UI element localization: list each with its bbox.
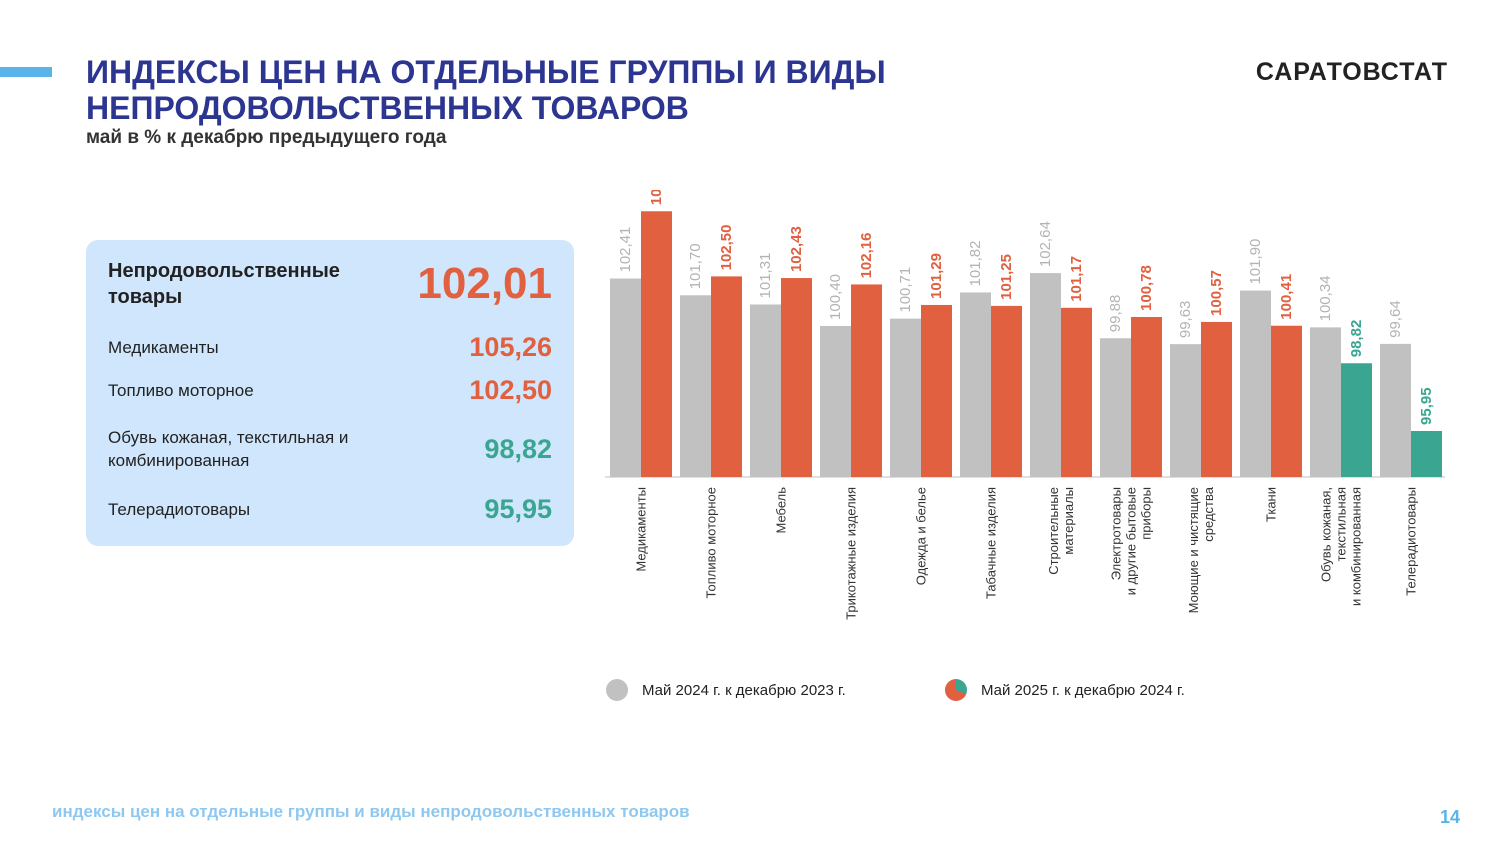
data-label-2025: 95,95 bbox=[1418, 387, 1435, 425]
bar-2024 bbox=[1100, 338, 1131, 477]
data-label-2025: 101,29 bbox=[928, 253, 945, 299]
data-label-2025: 102,50 bbox=[718, 225, 735, 271]
bar-2025 bbox=[1131, 316, 1162, 477]
category-label: Трикотажные изделия bbox=[844, 487, 859, 620]
data-label-2025: 101,25 bbox=[998, 254, 1015, 300]
data-label-2025: 101,17 bbox=[1068, 256, 1085, 302]
data-label-2024: 101,90 bbox=[1247, 239, 1264, 285]
bar-2025 bbox=[1411, 430, 1442, 477]
category-label: Моющие и чистящиесредства bbox=[1186, 486, 1216, 613]
category-label: Обувь кожаная,текстильнаяи комбинированн… bbox=[1319, 487, 1364, 606]
data-label-2024: 100,34 bbox=[1317, 275, 1334, 321]
bar-2025 bbox=[1201, 321, 1232, 477]
bar-2025 bbox=[711, 276, 742, 477]
category-label: Строительныематериалы bbox=[1046, 487, 1076, 575]
category-label: Ткани bbox=[1264, 487, 1279, 522]
data-label-2025: 105,26 bbox=[648, 190, 665, 205]
data-label-2024: 100,40 bbox=[827, 274, 844, 320]
legend-swatch-red-green bbox=[945, 679, 967, 701]
category-label: Табачные изделия bbox=[984, 487, 999, 599]
bar-2025 bbox=[851, 284, 882, 477]
summary-row-total: Непродовольственные товары 102,01 bbox=[108, 258, 552, 310]
summary-value: 95,95 bbox=[484, 494, 552, 524]
legend-item-2024: Май 2024 г. к декабрю 2023 г. bbox=[606, 679, 846, 701]
data-label-2025: 100,57 bbox=[1208, 270, 1225, 316]
data-label-2024: 100,71 bbox=[897, 267, 914, 313]
legend-swatch-gray bbox=[606, 679, 628, 701]
data-label-2024: 102,64 bbox=[1037, 221, 1054, 267]
summary-row: Обувь кожаная, текстильная и комбинирова… bbox=[108, 426, 552, 472]
data-label-2024: 101,70 bbox=[687, 243, 704, 289]
accent-bar bbox=[0, 67, 52, 77]
category-label: Медикаменты bbox=[634, 487, 649, 572]
category-label: Мебель bbox=[774, 487, 789, 534]
data-label-2024: 102,41 bbox=[617, 227, 634, 273]
bar-2024 bbox=[1380, 343, 1411, 477]
legend-label: Май 2024 г. к декабрю 2023 г. bbox=[642, 681, 846, 699]
brand-logo: САРАТОВСТАТ bbox=[1255, 58, 1448, 86]
bar-2024 bbox=[680, 295, 711, 477]
bar-2025 bbox=[1341, 363, 1372, 477]
data-label-2024: 99,63 bbox=[1177, 301, 1194, 339]
legend-item-2025: Май 2025 г. к декабрю 2024 г. bbox=[945, 679, 1185, 701]
data-label-2024: 99,64 bbox=[1387, 300, 1404, 338]
bar-2024 bbox=[1170, 344, 1201, 477]
data-label-2025: 98,82 bbox=[1348, 320, 1365, 358]
bar-2025 bbox=[641, 211, 672, 477]
bar-2024 bbox=[750, 304, 781, 477]
data-label-2025: 100,41 bbox=[1278, 274, 1295, 320]
bar-2024 bbox=[1030, 273, 1061, 477]
bar-2024 bbox=[1310, 327, 1341, 477]
bar-2024 bbox=[960, 292, 991, 477]
summary-label: Непродовольственные товары bbox=[108, 260, 340, 308]
bar-2025 bbox=[921, 304, 952, 477]
bar-chart: 102,41 105,26 Медикаменты 101,70 102,50 Топли… bbox=[605, 190, 1445, 620]
summary-row: Топливо моторное 102,50 bbox=[108, 375, 552, 406]
summary-row: Телерадиотовары 95,95 bbox=[108, 494, 552, 525]
title-line-2: НЕПРОДОВОЛЬСТВЕННЫХ ТОВАРОВ bbox=[86, 90, 689, 126]
legend-label: Май 2025 г. к декабрю 2024 г. bbox=[981, 681, 1185, 699]
title-line-1: ИНДЕКСЫ ЦЕН НА ОТДЕЛЬНЫЕ ГРУППЫ И ВИДЫ bbox=[86, 54, 886, 90]
bar-2025 bbox=[781, 278, 812, 477]
page-subtitle: май в % к декабрю предыдущего года bbox=[86, 127, 447, 148]
summary-label: Обувь кожаная, текстильная и комбинирова… bbox=[108, 428, 349, 470]
summary-row: Медикаменты 105,26 bbox=[108, 332, 552, 363]
summary-label: Топливо моторное bbox=[108, 381, 254, 400]
summary-value: 105,26 bbox=[469, 332, 552, 362]
bar-2024 bbox=[1240, 290, 1271, 477]
data-label-2024: 99,88 bbox=[1107, 295, 1124, 333]
bar-2024 bbox=[820, 325, 851, 477]
bar-2025 bbox=[1061, 307, 1092, 477]
data-label-2024: 101,82 bbox=[967, 241, 984, 287]
summary-value: 102,01 bbox=[417, 259, 552, 308]
summary-value: 98,82 bbox=[484, 433, 552, 464]
summary-label: Телерадиотовары bbox=[108, 500, 251, 519]
summary-value: 102,50 bbox=[469, 375, 552, 405]
category-label: Телерадиотовары bbox=[1404, 487, 1419, 596]
footer-text: индексы цен на отдельные группы и виды н… bbox=[52, 802, 690, 821]
summary-label: Медикаменты bbox=[108, 338, 219, 357]
page-number: 14 bbox=[1439, 807, 1460, 827]
page-title: ИНДЕКСЫ ЦЕН НА ОТДЕЛЬНЫЕ ГРУППЫ И ВИДЫ Н… bbox=[86, 54, 1086, 126]
bar-2025 bbox=[991, 305, 1022, 477]
category-label: Электротоварыи другие бытовыеприборы bbox=[1109, 487, 1154, 595]
data-label-2025: 102,16 bbox=[858, 233, 875, 279]
data-label-2025: 102,43 bbox=[788, 226, 805, 272]
summary-panel: Непродовольственные товары 102,01 Медика… bbox=[86, 240, 574, 546]
category-label: Топливо моторное bbox=[704, 487, 719, 598]
data-label-2025: 100,78 bbox=[1138, 265, 1155, 311]
bar-2024 bbox=[890, 318, 921, 477]
bar-2025 bbox=[1271, 325, 1302, 477]
category-label: Одежда и белье bbox=[914, 487, 929, 585]
data-label-2024: 101,31 bbox=[757, 253, 774, 299]
bar-2024 bbox=[610, 278, 641, 477]
